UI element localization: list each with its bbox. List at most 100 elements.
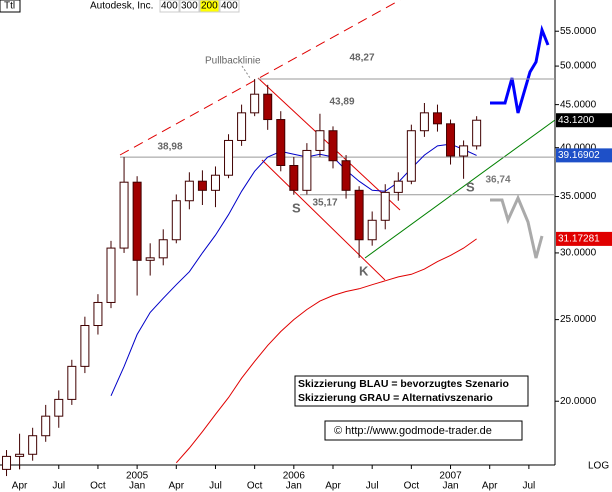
level-label: 43,89: [329, 97, 354, 108]
copyright-box: [324, 420, 523, 441]
candle-body: [315, 130, 325, 151]
candle-body: [28, 435, 38, 455]
annotation: K: [359, 263, 369, 278]
candle-body: [54, 398, 64, 417]
x-tick-label: Apr: [12, 481, 28, 492]
candle-body: [302, 149, 312, 191]
y-tick-label: 35.0000: [560, 191, 597, 202]
candle-body: [132, 181, 142, 261]
candle-body: [15, 453, 25, 457]
x-tick-label: Jul: [52, 481, 65, 492]
level-label: 35,17: [312, 198, 337, 209]
annotation: S: [292, 200, 301, 215]
price-tag: 31.17281: [558, 234, 600, 245]
candle-body: [210, 174, 220, 191]
y-tick-label: 55.0000: [560, 26, 597, 37]
legend-box: [294, 375, 529, 407]
copyright: © http://www.godmode-trader.de: [334, 425, 492, 437]
x-tick-label: Jan: [129, 481, 145, 492]
level-label: 48,27: [349, 53, 374, 64]
candle-body: [276, 119, 286, 166]
candle-body: [237, 112, 247, 141]
channel-line: [261, 159, 386, 281]
scale-label: LOG: [588, 461, 609, 472]
candle-body: [328, 130, 338, 162]
price-tag: 43.1200: [558, 115, 595, 126]
y-tick-label: 40.0000: [560, 142, 597, 153]
price-tag: 39.16902: [558, 150, 600, 161]
blue-scenario: [490, 24, 550, 114]
year-label: 2006: [283, 471, 306, 482]
header-tag-box: [199, 0, 220, 13]
header-tag-box: [159, 0, 180, 13]
pullback-line: [119, 0, 401, 156]
candle-body: [145, 257, 155, 261]
price-tag-box: [556, 148, 612, 163]
y-tick-label: 30.0000: [560, 248, 597, 259]
header-tag: 300: [181, 1, 198, 12]
candle-body: [289, 164, 299, 191]
annotation: S: [466, 179, 475, 194]
candle-body: [432, 112, 442, 125]
moving-average: [175, 238, 477, 464]
x-tick-label: Jan: [442, 481, 458, 492]
header-tag-box: [219, 0, 240, 13]
candle-body: [80, 325, 90, 367]
candle-body: [106, 247, 116, 303]
x-tick-label: Oct: [404, 481, 420, 492]
candle-body: [393, 180, 403, 193]
header-tag: 200: [201, 1, 218, 12]
annotation-pointer: [241, 65, 251, 79]
level-label: 36,74: [485, 175, 510, 186]
candle-body: [263, 93, 273, 121]
candle-body: [158, 239, 168, 259]
header-tag: 400: [161, 1, 178, 12]
header-tag: 400: [221, 1, 238, 12]
candle-body: [419, 112, 429, 132]
annotation: Pullbacklinie: [205, 56, 261, 67]
legend-text: Skizzierung GRAU = Alternativszenario: [298, 392, 493, 404]
candle-body: [341, 160, 351, 191]
trend-line: [364, 119, 556, 259]
x-tick-label: Apr: [482, 481, 498, 492]
y-tick-label: 20.0000: [560, 396, 597, 407]
x-tick-label: Oct: [247, 481, 263, 492]
legend-text: Skizzierung BLAU = bevorzugtes Szenario: [298, 378, 509, 390]
x-tick-label: Jan: [286, 481, 302, 492]
x-tick-label: Jul: [522, 481, 535, 492]
candle-body: [41, 415, 51, 437]
candle-body: [197, 180, 207, 191]
x-tick-label: Jul: [209, 481, 222, 492]
candle-body: [119, 181, 129, 249]
price-tag-box: [556, 113, 612, 128]
x-tick-label: Apr: [169, 481, 185, 492]
header-tag-box: [179, 0, 200, 13]
x-tick-label: Jul: [366, 481, 379, 492]
price-tag-box: [556, 231, 612, 246]
candle-body: [406, 130, 416, 182]
symbol: Ttl: [4, 1, 15, 12]
candle-body: [446, 123, 456, 157]
x-tick-label: Oct: [90, 481, 106, 492]
candle-body: [459, 145, 469, 157]
symbol-box: [0, 0, 21, 13]
y-tick-label: 45.0000: [560, 99, 597, 110]
level-label: 38,98: [157, 142, 182, 153]
candle-body: [171, 200, 181, 241]
year-label: 2005: [126, 471, 149, 482]
candle-body: [184, 180, 194, 202]
y-tick-label: 50.0000: [560, 61, 597, 72]
y-tick-label: 25.0000: [560, 314, 597, 325]
candle-body: [224, 139, 234, 176]
candle-body: [354, 189, 364, 241]
grey-scenario: [490, 194, 544, 259]
candle-body: [472, 119, 482, 147]
x-tick-label: Apr: [325, 481, 341, 492]
year-label: 2007: [439, 471, 462, 482]
candle-body: [380, 191, 390, 221]
chart-title: Autodesk, Inc.: [90, 1, 153, 12]
candle-body: [67, 365, 77, 400]
candle-body: [93, 301, 103, 327]
candle-body: [367, 219, 377, 241]
candle-body: [250, 93, 260, 114]
